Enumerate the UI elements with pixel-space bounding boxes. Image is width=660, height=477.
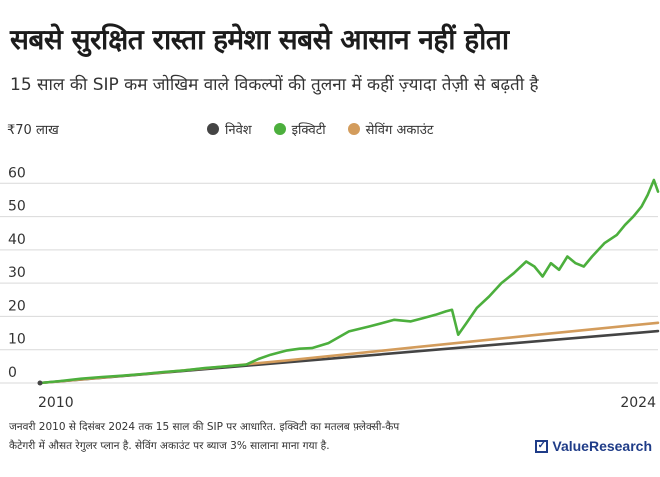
legend-item-invest: निवेश <box>207 120 252 138</box>
y-tick-label-10: 10 <box>8 332 26 348</box>
y-unit-label: ₹70 लाख <box>7 123 59 138</box>
legend-dot-invest <box>207 123 219 135</box>
y-tick-label-40: 40 <box>8 232 26 248</box>
y-tick-label-60: 60 <box>8 165 26 181</box>
series-line-2 <box>38 178 660 385</box>
x-tick-label-1: 2024 <box>620 395 656 411</box>
footnote: जनवरी 2010 से दिसंबर 2024 तक 15 साल की S… <box>9 418 509 456</box>
legend-label-equity: इक्विटी <box>291 123 326 138</box>
footnote-line-1: जनवरी 2010 से दिसंबर 2024 तक 15 साल की S… <box>9 421 400 433</box>
footnote-line-2: कैटेगरी में औसत रेगुलर प्लान है. सेविंग … <box>9 440 330 452</box>
y-tick-label-20: 20 <box>8 298 26 314</box>
brand-name: ValueResearch <box>552 438 652 454</box>
legend-item-equity: इक्विटी <box>273 120 326 138</box>
series-start-point <box>37 380 43 386</box>
check-box-icon: ✓ <box>535 439 549 453</box>
legend-dot-savings <box>347 123 360 135</box>
legend-label-invest: निवेश <box>225 123 252 138</box>
legend-label-savings: सेविंग अकाउंट <box>365 123 434 138</box>
legend: निवेश इक्विटी सेविंग अकाउंट <box>207 120 433 138</box>
y-tick-label-30: 30 <box>8 265 26 281</box>
chart-title: सबसे सुरक्षित रास्ता हमेशा सबसे आसान नही… <box>10 23 509 56</box>
legend-item-savings: सेविंग अकाउंट <box>347 120 434 138</box>
chart-subtitle: 15 साल की SIP कम जोखिम वाले विकल्पों की … <box>10 75 539 95</box>
y-tick-label-50: 50 <box>8 199 26 215</box>
legend-dot-equity <box>273 123 286 135</box>
x-tick-label-0: 2010 <box>38 395 74 411</box>
brand-logo: ✓ ValueResearch <box>535 438 652 454</box>
y-tick-label-0: 0 <box>8 365 17 381</box>
